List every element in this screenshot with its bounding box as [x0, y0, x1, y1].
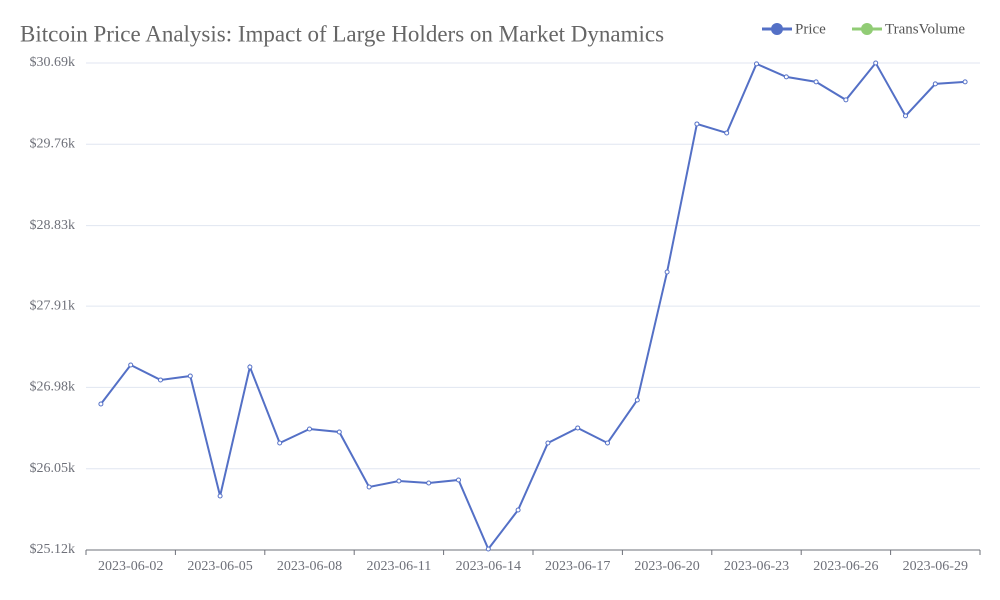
- chart-title: Bitcoin Price Analysis: Impact of Large …: [20, 21, 664, 46]
- data-point: [366, 484, 372, 490]
- x-tick-label: 2023-06-26: [813, 559, 878, 574]
- data-point: [396, 478, 402, 484]
- data-point: [515, 507, 521, 513]
- data-point: [903, 113, 908, 119]
- data-point: [336, 429, 342, 435]
- y-tick-label: $25.12k: [30, 542, 76, 557]
- data-point: [98, 401, 104, 407]
- data-point: [962, 79, 968, 85]
- data-point: [128, 362, 134, 368]
- data-point: [247, 364, 253, 370]
- series-line: [100, 61, 966, 552]
- x-tick-label: 2023-06-20: [634, 559, 699, 574]
- x-tick-label: 2023-06-02: [98, 559, 163, 574]
- x-tick-label: 2023-06-23: [724, 559, 789, 574]
- x-tick-label: 2023-06-17: [545, 559, 610, 574]
- data-point: [545, 440, 551, 446]
- y-tick-label: $29.76k: [30, 137, 76, 152]
- data-point: [873, 60, 879, 66]
- x-tick-label: 2023-06-29: [903, 559, 968, 574]
- data-point: [843, 97, 849, 103]
- x-tick-label: 2023-06-14: [456, 559, 521, 574]
- data-point: [187, 373, 193, 379]
- data-point: [664, 269, 670, 275]
- data-point: [634, 397, 640, 403]
- data-point: [605, 440, 610, 446]
- x-tick-label: 2023-06-11: [366, 559, 431, 574]
- data-point: [217, 493, 223, 499]
- data-point: [932, 81, 938, 87]
- data-point: [813, 79, 819, 85]
- data-point: [307, 426, 312, 432]
- y-tick-label: $30.69k: [30, 55, 76, 70]
- legend-marker: [771, 23, 783, 35]
- data-point: [158, 377, 163, 383]
- data-point: [754, 61, 759, 67]
- data-point: [277, 440, 283, 446]
- legend-text: Price: [795, 21, 826, 37]
- data-point: [694, 121, 700, 127]
- x-tick-label: 2023-06-05: [187, 559, 252, 574]
- data-point: [426, 480, 432, 486]
- y-tick-label: $28.83k: [30, 218, 76, 233]
- x-tick-label: 2023-06-08: [277, 559, 342, 574]
- legend-marker: [861, 23, 873, 35]
- y-tick-label: $26.05k: [30, 461, 76, 476]
- data-point: [783, 74, 789, 80]
- y-tick-label: $26.98k: [30, 380, 76, 395]
- data-point: [456, 477, 461, 483]
- data-point: [724, 130, 730, 136]
- y-tick-label: $27.91k: [30, 298, 76, 313]
- legend-text: TransVolume: [885, 21, 965, 37]
- data-point: [575, 425, 581, 431]
- data-point: [485, 546, 491, 552]
